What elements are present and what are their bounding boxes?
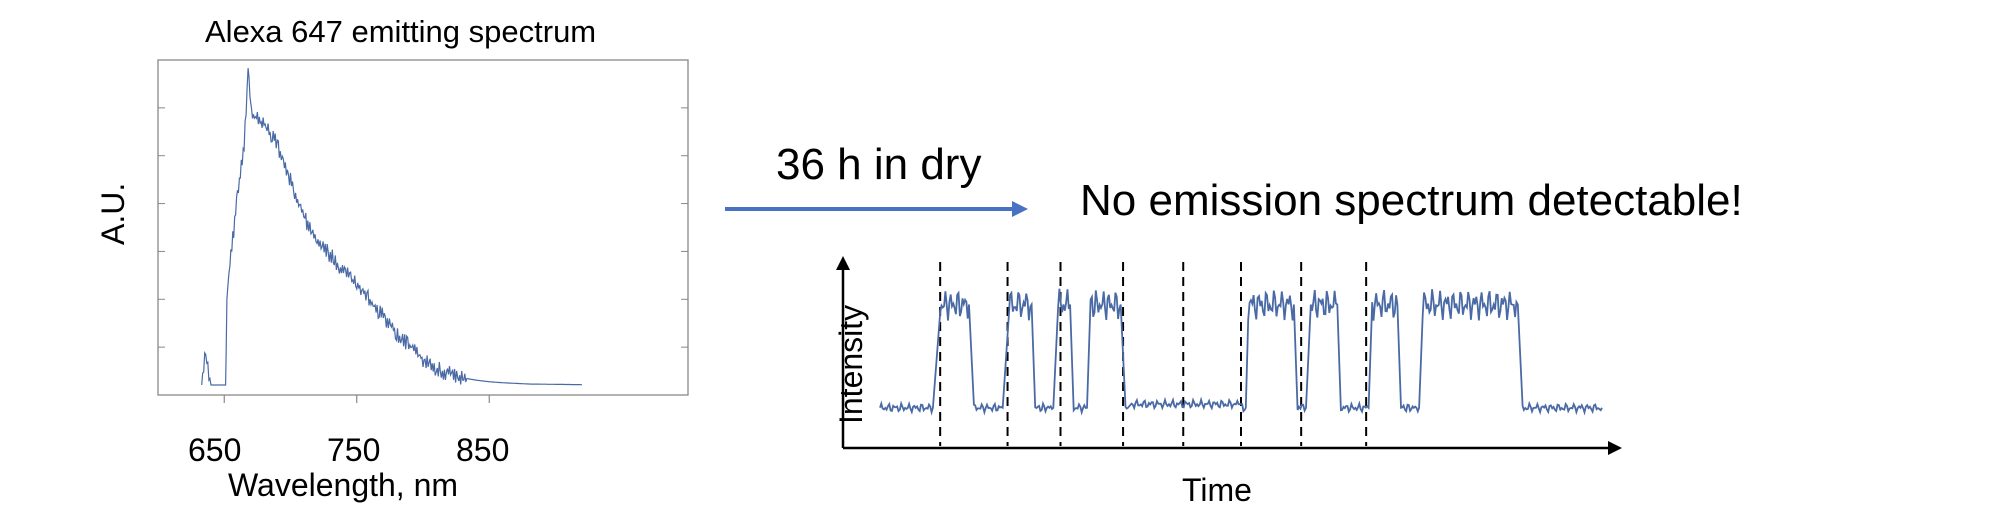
spectrum-axes [158, 107, 688, 403]
trace-series-line [879, 288, 1603, 416]
spectrum-x-tick: 850 [456, 432, 510, 468]
trace-x-axis-label: Time [1182, 472, 1252, 508]
spectrum-x-axis-label: Wavelength, nm [228, 467, 459, 503]
spectrum-chart [157, 59, 689, 403]
spectrum-plot-frame [157, 59, 689, 396]
trace-x-axis-arrow-icon [1608, 441, 1622, 455]
trace-dashed-markers [939, 262, 1368, 446]
arrow-label: 36 h in dry [776, 140, 982, 189]
intensity-trace-chart [836, 256, 1622, 455]
arrow-head-icon [1012, 201, 1028, 217]
transition-arrow [725, 201, 1028, 217]
spectrum-x-tick: 650 [188, 432, 242, 468]
result-text: No emission spectrum detectable! [1080, 176, 1743, 225]
spectrum-title: Alexa 647 emitting spectrum [205, 14, 597, 49]
trace-y-axis-arrow-icon [836, 256, 850, 270]
spectrum-x-tick: 750 [327, 432, 381, 468]
spectrum-series-line [201, 68, 582, 386]
